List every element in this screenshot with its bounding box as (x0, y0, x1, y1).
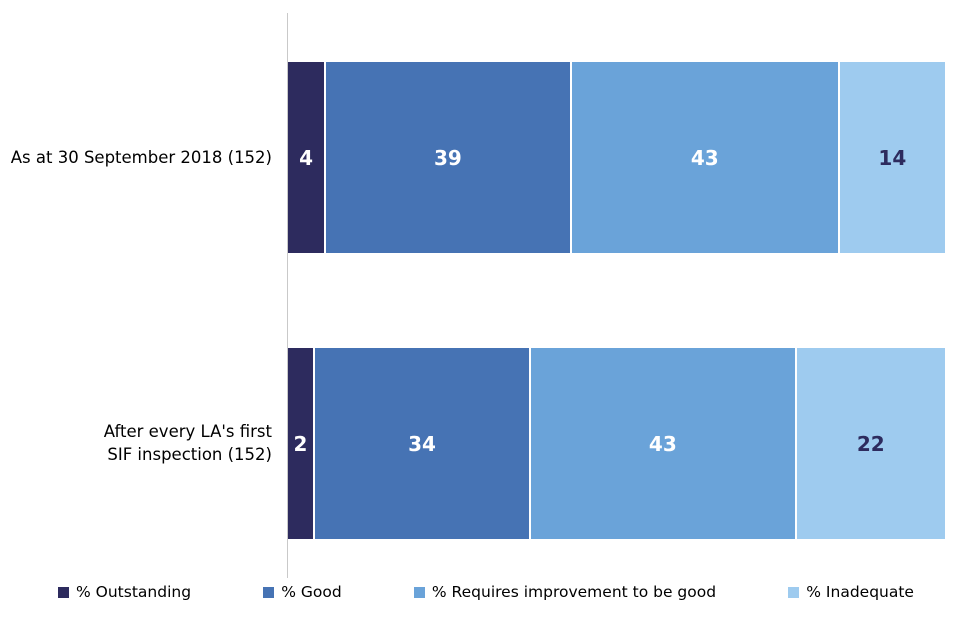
legend-item-good: % Good (263, 583, 342, 601)
legend-item-requires-improvement: % Requires improvement to be good (413, 583, 717, 601)
legend-label-requires-improvement: % Requires improvement to be good (431, 583, 717, 601)
category-label-line: SIF inspection (152) (107, 445, 272, 464)
bar-segment: 4 (288, 62, 325, 253)
category-label-after-first-sif-inspection: After every LA's first SIF inspection (15… (0, 420, 272, 466)
bar-segment: 22 (796, 348, 946, 539)
bar-as-at-30-september-2018: 4 39 43 14 (288, 62, 946, 253)
category-label-line: After every LA's first (103, 422, 272, 441)
value-label: 43 (648, 431, 677, 456)
value-label: 39 (434, 145, 462, 170)
legend-swatch-inadequate (788, 586, 800, 598)
value-label: 2 (293, 431, 308, 456)
legend-label-good: % Good (281, 583, 342, 601)
legend: % Outstanding % Good % Requires improvem… (58, 583, 914, 601)
value-label: 4 (299, 145, 313, 170)
legend-swatch-requires-improvement (413, 586, 425, 598)
category-axis-line (287, 13, 288, 578)
bar-segment: 43 (531, 348, 795, 539)
bar-segment: 34 (314, 348, 530, 539)
legend-label-inadequate: % Inadequate (806, 583, 914, 601)
value-label: 22 (856, 431, 885, 456)
legend-swatch-good (263, 586, 275, 598)
value-label: 43 (690, 145, 719, 170)
bar-after-first-sif-inspection: 2 34 43 22 (288, 348, 946, 539)
category-label-line: As at 30 September 2018 (152) (10, 148, 272, 167)
legend-item-inadequate: % Inadequate (788, 583, 914, 601)
category-label-as-at-30-september-2018: As at 30 September 2018 (152) (0, 146, 272, 169)
legend-item-outstanding: % Outstanding (58, 583, 191, 601)
value-label: 34 (408, 431, 436, 456)
bar-segment: 43 (571, 62, 838, 253)
bar-segment: 2 (288, 348, 313, 539)
bar-segment: 14 (839, 62, 946, 253)
bar-segment: 39 (326, 62, 570, 253)
legend-swatch-outstanding (58, 586, 69, 598)
legend-label-outstanding: % Outstanding (76, 583, 192, 601)
value-label: 14 (878, 145, 907, 170)
